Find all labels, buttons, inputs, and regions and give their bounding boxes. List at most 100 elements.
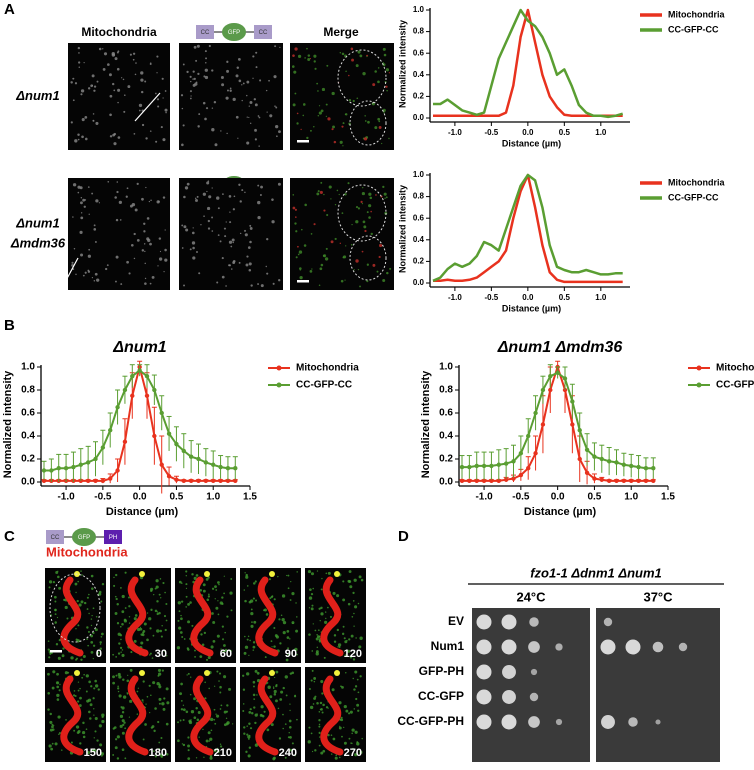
speckle: [181, 247, 184, 249]
speckle: [271, 220, 275, 224]
speckle: [230, 578, 233, 580]
speckle: [134, 208, 138, 212]
mitochondria-signal: [60, 675, 84, 756]
y-tick-label: 0.2: [439, 454, 453, 465]
speckle: [209, 737, 213, 741]
speckle: [73, 690, 76, 692]
speckle: [155, 579, 159, 583]
speckle: [121, 623, 124, 626]
speckle: [229, 89, 232, 92]
speckle: [230, 609, 233, 612]
data-point: [614, 478, 619, 484]
speckle: [121, 610, 125, 614]
speckle: [256, 671, 260, 675]
speckle: [116, 757, 120, 760]
speckle: [320, 751, 324, 755]
speckle: [271, 646, 273, 648]
y-tick-label: 0.2: [413, 92, 425, 101]
speckle: [385, 85, 388, 88]
speckle: [386, 89, 388, 92]
speckle: [228, 240, 233, 244]
speckle: [56, 693, 60, 698]
speckle: [91, 614, 93, 617]
speckle: [85, 674, 89, 678]
time-label: 120: [344, 648, 362, 660]
construct-diagram: CC GFP PH: [46, 528, 122, 546]
speckle: [282, 630, 286, 635]
speckle: [153, 593, 155, 596]
speckle: [75, 591, 77, 594]
strain-label: fzo1-1 Δdnm1 Δnum1: [530, 565, 662, 580]
x-tick-label: -1.0: [475, 492, 493, 503]
speckle: [331, 753, 333, 755]
data-point: [533, 410, 538, 416]
speckle: [244, 645, 249, 649]
data-point: [577, 428, 582, 433]
speckle: [191, 624, 194, 627]
speckle: [247, 635, 250, 638]
speckle: [77, 185, 81, 189]
mitochondria-signal: [125, 675, 149, 756]
panel-label: C: [4, 528, 15, 545]
speckle: [180, 682, 183, 686]
speckle: [99, 643, 102, 645]
speckle: [165, 722, 169, 726]
speckle: [211, 69, 214, 72]
speckle: [362, 71, 366, 76]
speckle: [316, 646, 319, 649]
speckle: [119, 646, 123, 649]
speckle: [315, 650, 319, 654]
speckle: [321, 711, 324, 714]
speckle: [63, 598, 66, 602]
speckle: [79, 230, 83, 234]
speckle: [355, 64, 359, 68]
speckle: [70, 741, 73, 744]
speckle: [229, 87, 232, 90]
speckle: [119, 219, 122, 221]
speckle: [311, 268, 313, 270]
speckle: [219, 240, 222, 243]
data-point: [233, 466, 238, 471]
speckle: [317, 629, 320, 631]
speckle: [60, 749, 63, 751]
speckle: [100, 635, 103, 638]
speckle: [226, 69, 230, 73]
speckle: [75, 273, 77, 276]
speckle: [75, 628, 77, 630]
speckle: [48, 580, 53, 584]
speckle: [140, 71, 144, 75]
legend-marker: [276, 382, 282, 388]
speckle: [82, 721, 85, 725]
speckle: [274, 45, 277, 48]
data-point: [144, 374, 150, 379]
speckle: [204, 75, 209, 80]
speckle: [81, 676, 84, 679]
speckle: [191, 231, 195, 235]
speckle: [180, 617, 183, 621]
speckle: [278, 737, 282, 740]
speckle: [351, 223, 353, 226]
speckle: [318, 284, 321, 286]
speckle: [229, 211, 231, 213]
speckle: [257, 283, 260, 286]
yeast-spot: [476, 664, 492, 680]
speckle: [49, 720, 53, 724]
speckle: [70, 121, 73, 124]
speckle: [346, 639, 348, 642]
speckle: [358, 645, 362, 649]
speckle: [230, 268, 233, 270]
speckle: [182, 704, 185, 706]
speckle: [247, 754, 251, 758]
speckle: [289, 638, 291, 640]
speckle: [70, 81, 73, 84]
speckle: [257, 216, 261, 220]
speckle: [83, 601, 87, 605]
data-point: [584, 447, 590, 452]
speckle: [93, 279, 96, 282]
speckle: [272, 757, 276, 761]
speckle: [57, 570, 59, 572]
speckle: [129, 53, 132, 56]
micrograph: [290, 43, 394, 150]
speckle: [211, 587, 215, 590]
yeast-spot: [476, 639, 492, 655]
